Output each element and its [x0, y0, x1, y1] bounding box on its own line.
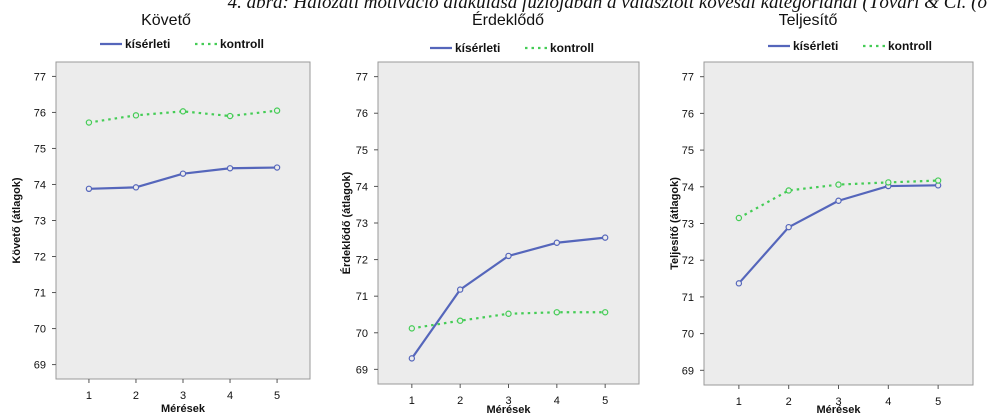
y-tick-label: 72 — [356, 255, 368, 267]
chart-panel-koveto: Követő kísérleti kontroll 69 70 71 72 73 74 75 76 7… — [0, 0, 330, 416]
data-point-kontroll — [785, 187, 792, 194]
data-point-kontroll — [85, 119, 93, 126]
legend-label: kísérleti — [793, 39, 838, 53]
x-axis-label: Mérések — [486, 404, 531, 416]
x-tick-label: 1 — [736, 396, 742, 408]
x-tick-label: 4 — [885, 396, 891, 408]
data-point-kiserleti — [85, 185, 93, 192]
y-tick-label: 69 — [34, 360, 46, 372]
y-axis-label: Érdeklődő (átlagok) — [340, 171, 353, 274]
x-tick-label: 3 — [835, 396, 841, 408]
plot-area — [55, 61, 311, 380]
x-tick-label: 5 — [602, 395, 608, 407]
data-point-kontroll — [179, 108, 187, 115]
data-point-kontroll — [226, 112, 234, 120]
chart-title: Érdeklődő — [472, 10, 544, 29]
data-point-kontroll — [273, 107, 281, 114]
y-tick-label: 71 — [34, 288, 46, 300]
y-tick-label: 70 — [34, 324, 46, 336]
data-point-kiserleti — [456, 286, 464, 293]
y-tick-label: 76 — [682, 108, 694, 120]
data-point-kontroll — [408, 325, 416, 332]
x-tick-label: 4 — [554, 395, 560, 407]
y-tick-label: 75 — [34, 143, 46, 155]
y-tick-label: 70 — [356, 328, 368, 340]
y-tick-label: 73 — [682, 219, 694, 231]
legend-label: kísérleti — [455, 41, 500, 55]
data-point-kontroll — [601, 309, 609, 316]
data-point-kiserleti — [505, 252, 512, 260]
y-tick-label: 77 — [682, 72, 694, 84]
data-point-kontroll — [735, 214, 743, 222]
y-tick-label: 73 — [34, 216, 46, 228]
y-tick-label: 76 — [34, 107, 46, 119]
y-tick-label: 75 — [356, 145, 368, 157]
plot-area — [703, 61, 974, 386]
x-tick-label: 3 — [505, 395, 511, 407]
y-tick-label: 74 — [34, 179, 46, 191]
data-point-kontroll — [132, 112, 140, 119]
y-tick-label: 72 — [34, 252, 46, 264]
chart-svg: Követő kísérleti kontroll 69 70 71 72 73 74 75 76 7… — [11, 12, 311, 415]
data-point-kontroll — [505, 310, 512, 317]
y-tick-label: 73 — [356, 218, 368, 230]
data-point-kiserleti — [179, 170, 187, 177]
y-tick-label: 74 — [682, 182, 694, 194]
y-tick-label: 74 — [356, 181, 368, 193]
series-line-kontroll — [88, 109, 278, 124]
x-tick-label: 3 — [180, 390, 186, 402]
data-point-kontroll — [456, 317, 464, 324]
data-point-kontroll — [835, 181, 842, 188]
y-tick-label: 69 — [682, 365, 694, 377]
y-tick-label: 75 — [682, 145, 694, 157]
chart-panel-teljesito: Teljesítő kísérleti kontroll 69 70 71 72 73 74 75… — [660, 0, 987, 416]
x-tick-label: 4 — [227, 390, 233, 402]
data-point-kontroll — [885, 179, 892, 186]
chart-panel-erdeklodo: Érdeklődő kísérleti kontroll 69 70 71 72 73 74 75… — [330, 0, 660, 416]
x-tick-label: 2 — [786, 396, 792, 408]
x-tick-label: 5 — [274, 390, 280, 402]
y-tick-label: 77 — [34, 71, 46, 83]
x-axis-label: Mérések — [816, 404, 861, 416]
chart-title: Követő — [141, 12, 191, 29]
x-tick-label: 1 — [86, 390, 92, 402]
y-tick-label: 72 — [682, 255, 694, 267]
data-point-kiserleti — [735, 280, 743, 287]
data-point-kiserleti — [273, 164, 281, 171]
data-point-kiserleti — [226, 165, 234, 172]
legend-label: kontroll — [888, 39, 932, 53]
y-tick-label: 71 — [356, 291, 368, 303]
chart-svg: Érdeklődő kísérleti kontroll 69 70 71 72 73 74 75… — [340, 10, 640, 416]
data-point-kontroll — [934, 177, 942, 184]
x-tick-label: 5 — [935, 396, 941, 408]
y-axis-label: Követő (átlagok) — [11, 177, 23, 264]
legend-label: kontroll — [220, 37, 264, 51]
data-point-kiserleti — [553, 239, 561, 246]
data-point-kiserleti — [601, 234, 609, 241]
data-point-kiserleti — [835, 197, 842, 204]
chart-svg: Teljesítő kísérleti kontroll 69 70 71 72 73 74 75… — [669, 12, 974, 416]
y-tick-label: 69 — [356, 364, 368, 376]
data-point-kiserleti — [785, 223, 792, 231]
data-point-kontroll — [553, 309, 561, 316]
data-point-kiserleti — [408, 355, 416, 362]
plot-area — [377, 61, 640, 385]
y-tick-label: 76 — [356, 108, 368, 120]
y-axis-label: Teljesítő (átlagok) — [669, 177, 681, 270]
legend-label: kísérleti — [125, 37, 170, 51]
legend-label: kontroll — [550, 41, 594, 55]
data-point-kiserleti — [132, 184, 140, 191]
y-tick-label: 70 — [682, 329, 694, 341]
x-tick-label: 2 — [133, 390, 139, 402]
y-tick-label: 77 — [356, 72, 368, 84]
chart-title: Teljesítő — [779, 12, 838, 29]
y-tick-label: 71 — [682, 292, 694, 304]
x-tick-label: 2 — [457, 395, 463, 407]
x-tick-label: 1 — [409, 395, 415, 407]
x-axis-label: Mérések — [161, 403, 206, 415]
figure-caption: 4. ábra: Hálózati motiváció alakulása fú… — [227, 0, 987, 13]
